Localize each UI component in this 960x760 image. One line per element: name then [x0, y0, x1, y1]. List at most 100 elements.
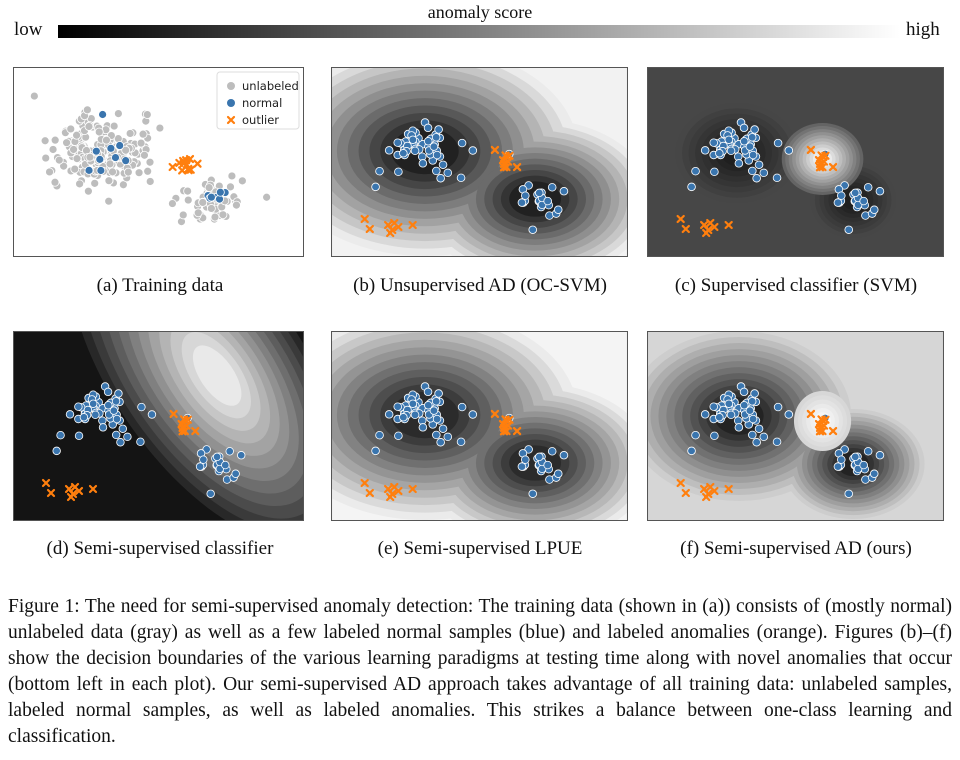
- normal-point: [104, 401, 113, 410]
- unlabeled-point: [72, 154, 82, 164]
- normal-point: [136, 437, 145, 447]
- novel-anomaly-point: [386, 228, 395, 238]
- novel-anomaly-point: [681, 488, 690, 498]
- normal-point: [724, 399, 734, 408]
- normal-point: [559, 187, 569, 196]
- colorbar-title: anomaly score: [427, 2, 533, 22]
- novel-anomaly-point: [386, 492, 395, 502]
- unlabeled-point: [29, 91, 39, 101]
- normal-point: [752, 174, 761, 183]
- normal-point: [221, 460, 230, 470]
- normal-point: [773, 402, 783, 412]
- normal-point: [95, 154, 105, 164]
- normal-point: [745, 142, 755, 151]
- normal-point: [748, 414, 758, 424]
- normal-point: [436, 174, 445, 183]
- normal-point: [748, 166, 757, 176]
- unlabeled-point: [59, 161, 69, 171]
- normal-point: [739, 137, 749, 146]
- normal-point: [106, 143, 116, 153]
- unlabeled-point: [193, 208, 203, 218]
- normal-point: [202, 445, 211, 454]
- normal-point: [547, 183, 557, 192]
- normal-point: [724, 135, 734, 144]
- subcaption-c: (c) Supervised classifier (SVM): [674, 275, 918, 296]
- unlabeled-point: [210, 212, 220, 222]
- unlabeled-point: [178, 210, 188, 220]
- unlabeled-point: [183, 195, 193, 205]
- novel-anomaly-point: [710, 486, 719, 496]
- unlabeled-point: [72, 130, 81, 140]
- normal-point: [98, 423, 108, 432]
- legend-marker-normal: [227, 99, 235, 107]
- unlabeled-point: [183, 186, 193, 196]
- normal-point: [443, 432, 453, 442]
- normal-point: [375, 431, 384, 440]
- unlabeled-point: [40, 136, 50, 146]
- novel-anomaly-point: [360, 478, 369, 488]
- unlabeled-point: [82, 105, 92, 115]
- normal-point: [691, 431, 700, 440]
- unlabeled-point: [145, 177, 155, 186]
- unlabeled-point: [145, 157, 155, 167]
- normal-point: [520, 455, 530, 464]
- normal-point: [739, 401, 749, 410]
- normal-point: [468, 146, 478, 155]
- outlier-point: [815, 159, 825, 169]
- unlabeled-point: [84, 122, 94, 131]
- normal-point: [56, 431, 65, 440]
- subcaption-f: (f) Semi-supervised AD (ours): [680, 538, 912, 559]
- normal-point: [212, 452, 222, 462]
- normal-point: [443, 168, 453, 178]
- normal-point: [687, 446, 696, 456]
- normal-point: [429, 142, 439, 151]
- normal-point: [844, 225, 854, 234]
- legend-label-unlabeled: unlabeled: [242, 79, 299, 93]
- normal-point: [91, 410, 100, 420]
- normal-point: [399, 149, 408, 158]
- normal-point: [408, 135, 418, 144]
- normal-point: [393, 138, 403, 147]
- novel-anomaly-point: [408, 220, 417, 230]
- normal-point: [429, 406, 439, 415]
- outlier-point: [490, 145, 500, 155]
- unlabeled-point: [140, 150, 149, 160]
- subcaption-a: (a) Training data: [96, 275, 224, 296]
- normal-point: [726, 410, 736, 420]
- normal-point: [468, 410, 478, 419]
- unlabeled-point: [262, 192, 272, 202]
- normal-point: [520, 191, 530, 200]
- normal-point: [225, 447, 234, 456]
- legend-label-outlier: outlier: [242, 113, 279, 127]
- normal-point: [371, 182, 380, 192]
- normal-point: [195, 462, 205, 471]
- novel-anomaly-point: [41, 478, 51, 488]
- normal-point: [759, 168, 769, 178]
- unlabeled-point: [48, 145, 58, 154]
- unlabeled-point: [62, 138, 71, 148]
- outlier-point: [828, 426, 838, 436]
- unlabeled-point: [45, 167, 54, 177]
- normal-point: [423, 123, 433, 133]
- panel-b-unsupervised-ad: [331, 67, 628, 257]
- contour-level: [192, 345, 242, 406]
- normal-point: [394, 167, 403, 177]
- unlabeled-point: [102, 135, 111, 145]
- unlabeled-point: [136, 138, 146, 148]
- normal-point: [863, 447, 873, 456]
- normal-point: [875, 187, 885, 196]
- novel-anomaly-point: [66, 492, 76, 502]
- normal-point: [434, 125, 443, 134]
- unlabeled-point: [125, 129, 135, 138]
- unlabeled-point: [66, 124, 76, 134]
- normal-point: [375, 167, 384, 176]
- normal-point: [115, 141, 125, 150]
- normal-point: [111, 430, 121, 440]
- outlier-point: [512, 162, 522, 172]
- unlabeled-point: [50, 177, 60, 187]
- normal-point: [231, 469, 240, 478]
- normal-point: [423, 387, 433, 397]
- normal-point: [114, 389, 123, 398]
- novel-anomaly-point: [88, 484, 98, 494]
- normal-point: [750, 125, 759, 134]
